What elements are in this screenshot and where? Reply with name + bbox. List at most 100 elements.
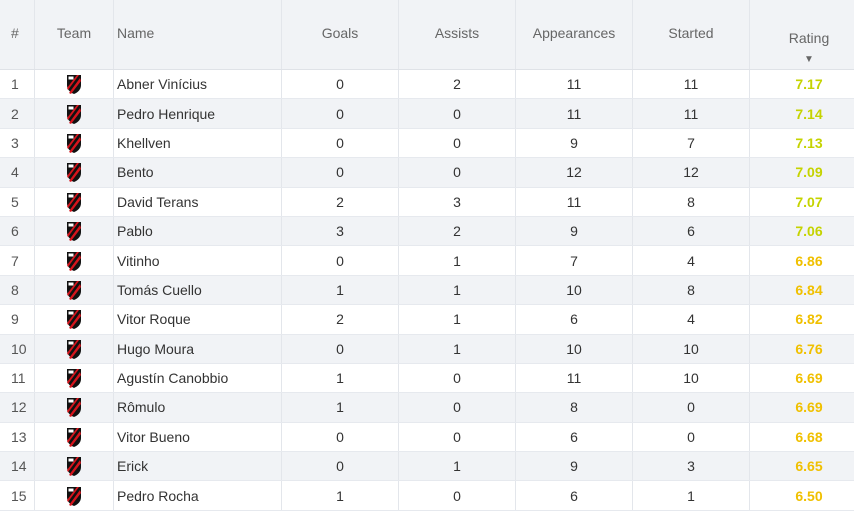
team-cell[interactable]	[35, 393, 114, 422]
table-row[interactable]: 9 Vitor Roque 2 1 6 4 6.82	[0, 305, 854, 335]
player-name[interactable]: Erick	[114, 452, 282, 481]
club-crest-icon	[67, 222, 81, 242]
club-crest-icon	[67, 75, 81, 95]
table-header: # Team Name Goals Assists Appearances St…	[0, 0, 854, 70]
assists-cell: 3	[399, 187, 516, 216]
assists-cell: 0	[399, 422, 516, 452]
appearances-cell: 10	[516, 334, 633, 363]
player-name[interactable]: David Terans	[114, 187, 282, 216]
appearances-cell: 11	[516, 99, 633, 128]
started-cell: 6	[633, 216, 750, 246]
started-cell: 11	[633, 99, 750, 128]
table-row[interactable]: 10 Hugo Moura 0 1 10 10 6.76	[0, 334, 854, 364]
team-cell[interactable]	[35, 275, 114, 305]
header-goals[interactable]: Goals	[282, 0, 399, 69]
header-appearances[interactable]: Appearances	[516, 0, 633, 69]
table-row[interactable]: 11 Agustín Canobbio 1 0 11 10 6.69	[0, 363, 854, 394]
assists-cell: 1	[399, 452, 516, 481]
player-name[interactable]: Abner Vinícius	[114, 70, 282, 99]
goals-cell: 0	[282, 334, 399, 363]
player-name[interactable]: Pedro Rocha	[114, 481, 282, 510]
assists-cell: 0	[399, 481, 516, 510]
sort-descending-icon[interactable]: ▼	[804, 53, 814, 65]
table-row[interactable]: 2 Pedro Henrique 0 0 11 11 7.14	[0, 99, 854, 129]
team-cell[interactable]	[35, 128, 114, 158]
team-cell[interactable]	[35, 363, 114, 393]
header-rank[interactable]: #	[0, 0, 35, 69]
player-name[interactable]: Rômulo	[114, 393, 282, 422]
team-cell[interactable]	[35, 334, 114, 363]
rating-cell: 7.09	[795, 164, 823, 181]
team-cell[interactable]	[35, 452, 114, 481]
goals-cell: 1	[282, 363, 399, 393]
goals-cell: 0	[282, 422, 399, 452]
rank-cell: 5	[0, 187, 35, 216]
player-name[interactable]: Bento	[114, 158, 282, 187]
assists-cell: 1	[399, 275, 516, 305]
club-crest-icon	[67, 192, 81, 212]
rating-cell: 6.86	[795, 252, 823, 269]
player-name[interactable]: Vitor Roque	[114, 305, 282, 334]
player-name[interactable]: Vitinho	[114, 246, 282, 275]
player-name[interactable]: Vitor Bueno	[114, 422, 282, 452]
team-cell[interactable]	[35, 187, 114, 216]
team-cell[interactable]	[35, 246, 114, 275]
table-row[interactable]: 6 Pablo 3 2 9 6 7.06	[0, 216, 854, 247]
team-cell[interactable]	[35, 481, 114, 510]
header-rating[interactable]: Rating ▼	[750, 0, 854, 69]
assists-cell: 2	[399, 216, 516, 246]
team-cell[interactable]	[35, 422, 114, 452]
appearances-cell: 10	[516, 275, 633, 305]
rating-cell: 7.14	[795, 105, 823, 122]
table-row[interactable]: 7 Vitinho 0 1 7 4 6.86	[0, 246, 854, 276]
started-cell: 11	[633, 70, 750, 99]
header-name[interactable]: Name	[114, 0, 282, 69]
player-name[interactable]: Agustín Canobbio	[114, 363, 282, 393]
player-name[interactable]: Pedro Henrique	[114, 99, 282, 128]
rating-cell: 6.69	[795, 399, 823, 416]
table-row[interactable]: 13 Vitor Bueno 0 0 6 0 6.68	[0, 422, 854, 453]
club-crest-icon	[67, 310, 81, 330]
table-row[interactable]: 3 Khellven 0 0 9 7 7.13	[0, 128, 854, 159]
table-row[interactable]: 8 Tomás Cuello 1 1 10 8 6.84	[0, 275, 854, 306]
team-cell[interactable]	[35, 216, 114, 246]
table-row[interactable]: 1 Abner Vinícius 0 2 11 11 7.17	[0, 70, 854, 100]
table-row[interactable]: 15 Pedro Rocha 1 0 6 1 6.50	[0, 481, 854, 511]
rating-cell: 7.13	[795, 134, 823, 151]
started-cell: 0	[633, 422, 750, 452]
team-cell[interactable]	[35, 305, 114, 334]
player-name[interactable]: Hugo Moura	[114, 334, 282, 363]
assists-cell: 1	[399, 334, 516, 363]
club-crest-icon	[67, 486, 81, 506]
table-row[interactable]: 5 David Terans 2 3 11 8 7.07	[0, 187, 854, 217]
club-crest-icon	[67, 104, 81, 124]
assists-cell: 2	[399, 70, 516, 99]
player-name[interactable]: Khellven	[114, 128, 282, 158]
table-row[interactable]: 4 Bento 0 0 12 12 7.09	[0, 158, 854, 188]
club-crest-icon	[67, 427, 81, 447]
assists-cell: 0	[399, 99, 516, 128]
club-crest-icon	[67, 133, 81, 153]
rank-cell: 2	[0, 99, 35, 128]
player-name[interactable]: Pablo	[114, 216, 282, 246]
team-cell[interactable]	[35, 99, 114, 128]
header-started[interactable]: Started	[633, 0, 750, 69]
started-cell: 3	[633, 452, 750, 481]
player-name[interactable]: Tomás Cuello	[114, 275, 282, 305]
appearances-cell: 8	[516, 393, 633, 422]
appearances-cell: 9	[516, 452, 633, 481]
rank-cell: 4	[0, 158, 35, 187]
table-row[interactable]: 12 Rômulo 1 0 8 0 6.69	[0, 393, 854, 423]
header-team[interactable]: Team	[35, 0, 114, 69]
team-cell[interactable]	[35, 158, 114, 187]
assists-cell: 0	[399, 393, 516, 422]
rating-cell: 6.76	[795, 340, 823, 357]
header-assists[interactable]: Assists	[399, 0, 516, 69]
appearances-cell: 11	[516, 363, 633, 393]
goals-cell: 0	[282, 452, 399, 481]
goals-cell: 3	[282, 216, 399, 246]
table-row[interactable]: 14 Erick 0 1 9 3 6.65	[0, 452, 854, 482]
rank-cell: 14	[0, 452, 35, 481]
team-cell[interactable]	[35, 70, 114, 99]
appearances-cell: 7	[516, 246, 633, 275]
